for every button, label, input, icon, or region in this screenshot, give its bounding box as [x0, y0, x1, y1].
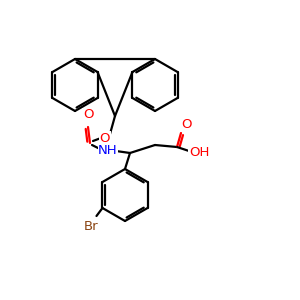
Text: O: O	[181, 118, 191, 131]
Text: NH: NH	[98, 145, 118, 158]
Text: O: O	[100, 131, 110, 145]
Text: O: O	[83, 109, 93, 122]
Text: Br: Br	[84, 220, 99, 232]
Text: OH: OH	[189, 146, 209, 160]
